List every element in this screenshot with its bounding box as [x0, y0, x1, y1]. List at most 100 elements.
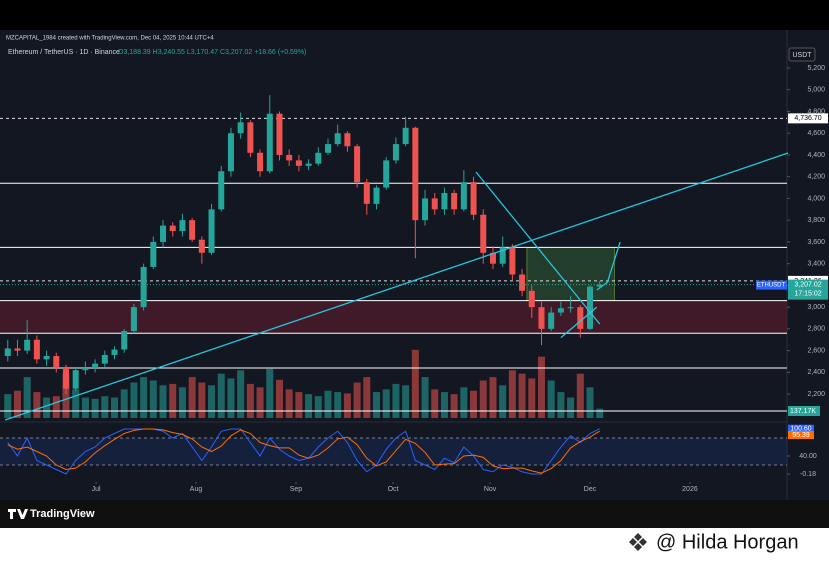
- currency-label: USDT: [792, 52, 812, 59]
- candle-body: [227, 133, 234, 172]
- stoch-tag: [788, 431, 814, 440]
- y-tick-label: 3,000: [807, 304, 825, 311]
- candle-body: [587, 286, 594, 329]
- x-tick-label: 2026: [682, 486, 698, 493]
- volume-bar: [586, 387, 594, 418]
- candle-body: [451, 193, 458, 210]
- volume-bar: [324, 390, 332, 418]
- symbol-tag: [756, 280, 787, 290]
- trend-line: [475, 171, 601, 325]
- candle-body: [402, 127, 409, 145]
- y-tick-label: 3,600: [807, 239, 825, 246]
- volume-bar: [343, 393, 351, 418]
- y-tick-label: 5,200: [807, 65, 825, 72]
- volume-bar: [499, 385, 507, 418]
- volume-bar: [120, 389, 128, 418]
- symbol-label: ETHUSDT: [757, 283, 786, 289]
- candle-body: [499, 247, 506, 264]
- volume-bar: [363, 377, 371, 418]
- volume-bar: [256, 387, 264, 418]
- candle-body: [150, 241, 157, 267]
- y-tick-label: 2,800: [807, 326, 825, 333]
- volume-bar: [130, 382, 138, 418]
- volume-bar: [246, 383, 254, 418]
- candle-body: [276, 113, 283, 155]
- volume-bar: [567, 397, 575, 418]
- candle-body: [392, 144, 399, 161]
- volume-bar: [81, 397, 89, 418]
- candle-body: [383, 160, 390, 188]
- candle-body: [62, 366, 69, 389]
- volume-bar: [460, 387, 468, 418]
- candle-body: [324, 144, 331, 153]
- candle-body: [577, 307, 584, 329]
- x-tick-label: Dec: [584, 486, 597, 493]
- candle-body: [24, 339, 31, 351]
- candle-body: [121, 331, 128, 350]
- volume-bar: [198, 382, 206, 418]
- candle-body: [14, 348, 21, 351]
- candle-body: [247, 122, 254, 153]
- volume-bar: [101, 396, 109, 418]
- candle-body: [480, 214, 487, 253]
- volume-bar: [178, 387, 186, 418]
- candle-body: [179, 220, 186, 232]
- candle-body: [460, 182, 467, 210]
- candle-body: [4, 348, 11, 357]
- volume-bar: [440, 392, 448, 418]
- volume-bar: [159, 385, 167, 418]
- stoch-tag: [788, 424, 814, 433]
- candle-body: [189, 220, 196, 240]
- candle-body: [160, 225, 167, 242]
- volume-bar: [402, 385, 410, 418]
- candle-body: [237, 122, 244, 134]
- volume-bar: [382, 389, 390, 418]
- candle-body: [431, 198, 438, 210]
- volume-bar: [91, 398, 99, 418]
- watermark: @ Hilda Horgan: [656, 531, 799, 553]
- volume-bar: [392, 383, 400, 418]
- level-label: 4,736.70: [794, 115, 821, 122]
- x-tick-label: Nov: [484, 486, 497, 493]
- currency-button[interactable]: [788, 47, 816, 62]
- candle-body: [266, 113, 273, 172]
- candle-body: [509, 247, 516, 275]
- volume-bar: [295, 392, 303, 418]
- trend-line: [560, 306, 598, 339]
- stoch-tick-label: 40.00: [799, 453, 817, 460]
- candle-body: [218, 171, 225, 210]
- candle-body: [305, 163, 312, 166]
- volume-bar: [470, 390, 478, 418]
- volume-bar: [479, 380, 487, 418]
- candle-body: [441, 193, 448, 210]
- volume-bar: [489, 377, 497, 418]
- candle-body: [412, 127, 419, 221]
- x-tick-label: Oct: [388, 486, 399, 493]
- green-box: [526, 247, 615, 301]
- price-tag: [788, 279, 828, 300]
- brand-bar: [0, 500, 829, 528]
- volume-bar: [4, 394, 12, 418]
- y-tick-label: 5,000: [807, 87, 825, 94]
- volume-bar: [547, 380, 555, 418]
- y-tick-label: 4,600: [807, 130, 825, 137]
- volume-bar: [72, 389, 80, 418]
- volume-bar: [431, 389, 439, 418]
- candle-body: [92, 363, 99, 369]
- volume-bar: [217, 373, 225, 418]
- candle-body: [354, 146, 361, 183]
- volume-bar: [314, 396, 322, 418]
- volume-bar: [421, 377, 429, 418]
- candle-body: [101, 354, 108, 364]
- level-tag: [788, 113, 828, 124]
- candle-body: [53, 356, 60, 367]
- trend-line: [4, 152, 789, 421]
- countdown: 17:15:02: [794, 290, 821, 297]
- candle-body: [596, 284, 603, 287]
- candle-body: [334, 133, 341, 145]
- volume-bar: [43, 397, 51, 418]
- candle-body: [363, 182, 370, 204]
- volume-bar: [33, 392, 41, 418]
- candle-body: [82, 368, 89, 371]
- candle-body: [373, 187, 380, 204]
